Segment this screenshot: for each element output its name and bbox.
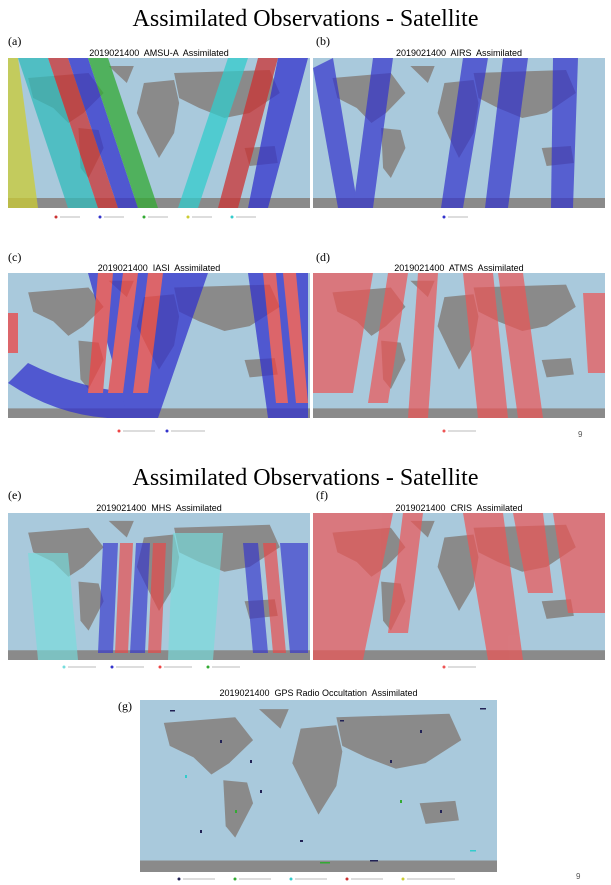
legend — [115, 428, 215, 434]
page: {"sections": [ {"title": "Assimilated Ob… — [0, 0, 611, 885]
section-title: Assimilated Observations - Satellite — [0, 6, 611, 33]
page-number: 9 — [578, 430, 582, 439]
map — [313, 273, 605, 418]
panel-title: 2019021400 MHS Assimilated — [8, 503, 310, 513]
map — [8, 58, 310, 208]
panel-title: 2019021400 AMSU-A Assimilated — [8, 48, 310, 58]
map — [313, 58, 605, 208]
map — [8, 513, 310, 660]
panel-title: 2019021400 ATMS Assimilated — [313, 263, 605, 273]
page-number: 9 — [576, 872, 580, 881]
legend — [175, 876, 465, 882]
legend — [440, 214, 470, 220]
map — [313, 513, 605, 660]
map — [8, 273, 310, 418]
legend — [440, 664, 480, 670]
legend — [60, 664, 250, 670]
legend — [440, 428, 480, 434]
panel-label: (e) — [8, 488, 21, 503]
panel-label: (a) — [8, 34, 21, 49]
map — [140, 700, 497, 872]
panel-label: (f) — [316, 488, 328, 503]
panel-title: 2019021400 CRIS Assimilated — [313, 503, 605, 513]
panel-title: 2019021400 AIRS Assimilated — [313, 48, 605, 58]
panel-title: 2019021400 IASI Assimilated — [8, 263, 310, 273]
panel-label: (b) — [316, 34, 330, 49]
panel-title: 2019021400 GPS Radio Occultation Assimil… — [140, 688, 497, 698]
section-title: Assimilated Observations - Satellite — [0, 465, 611, 492]
panel-label: (g) — [118, 699, 132, 714]
legend — [50, 214, 270, 220]
